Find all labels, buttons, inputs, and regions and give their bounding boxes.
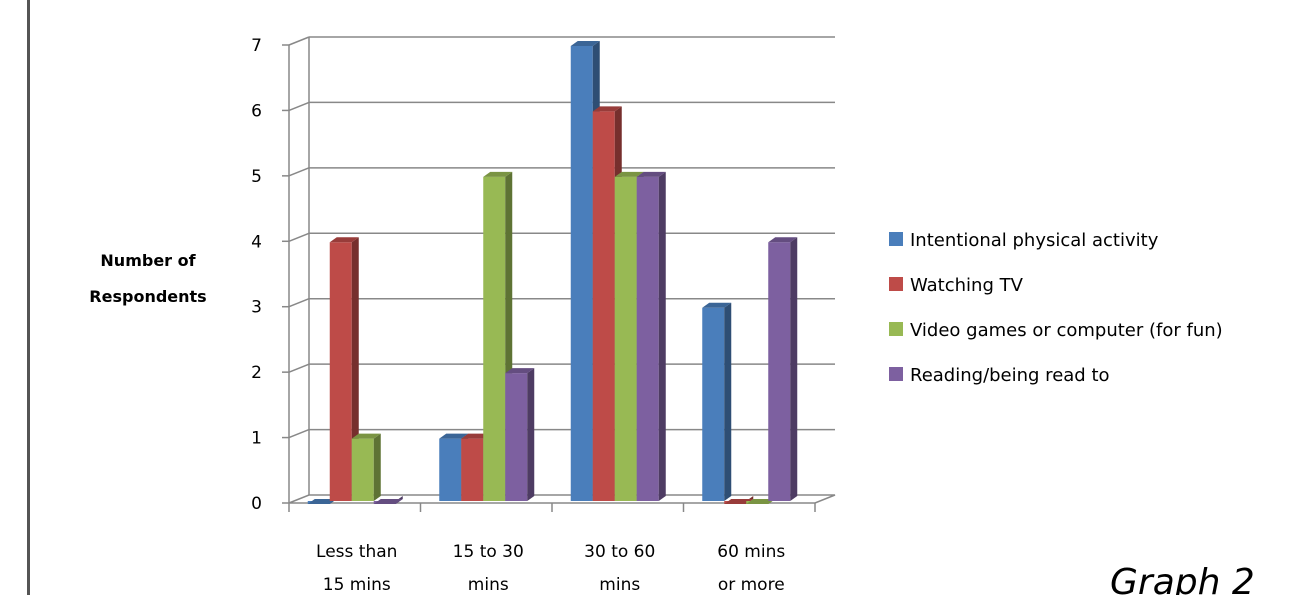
y-axis-label-line-1: Number of — [100, 251, 196, 270]
bar-side — [373, 433, 381, 501]
bar-front — [570, 46, 593, 501]
y-tick-label: 0 — [251, 494, 262, 514]
bar-front — [439, 438, 462, 501]
bar-side — [658, 171, 666, 501]
bar — [746, 496, 776, 504]
left-border — [27, 0, 30, 595]
bar-front — [351, 438, 374, 501]
chart-walls — [288, 37, 836, 504]
y-tick-label: 7 — [251, 36, 262, 56]
bar-top — [373, 499, 403, 504]
bar-top — [724, 499, 754, 504]
bar-top — [461, 433, 491, 439]
bar-top — [439, 433, 469, 439]
bar — [636, 171, 666, 501]
bar-top — [307, 499, 337, 504]
bar-top — [570, 41, 600, 46]
category-label: mins — [468, 575, 509, 595]
bar-front — [702, 307, 725, 501]
category-label: Less than — [316, 542, 397, 562]
legend: Intentional physical activity Watching TV… — [889, 230, 1223, 386]
bar-top — [329, 237, 359, 243]
y-tick-label: 2 — [251, 363, 262, 383]
bar-top — [483, 171, 513, 177]
bars — [307, 41, 798, 504]
bar — [768, 237, 798, 502]
bar-front — [505, 373, 528, 501]
legend-label: Reading/being read to — [910, 365, 1110, 386]
graph-caption: Graph 2 — [1110, 562, 1255, 595]
bar — [702, 302, 732, 501]
bar-top — [768, 237, 798, 243]
bar — [724, 496, 754, 504]
bar — [505, 368, 535, 501]
bar-top — [505, 368, 535, 374]
gridline-side — [288, 298, 310, 308]
bar-top — [702, 302, 732, 308]
bar-front — [614, 176, 637, 501]
y-tick-label: 6 — [251, 101, 262, 121]
bar-side — [790, 237, 798, 502]
category-label: 30 to 60 — [584, 542, 655, 562]
category-label: mins — [599, 575, 640, 595]
category-label: 60 mins — [717, 542, 785, 562]
bar-top — [592, 106, 622, 112]
category-label: 15 to 30 — [453, 542, 524, 562]
bar-side — [724, 302, 732, 501]
bar-front — [768, 242, 791, 502]
gridline-side — [288, 167, 310, 177]
bar-side — [527, 368, 535, 501]
bar-top — [746, 499, 776, 504]
gridline-side — [288, 232, 310, 242]
bar-top — [614, 171, 644, 177]
y-axis-ticks: 0 1 2 3 4 5 6 7 — [251, 36, 289, 514]
legend-swatch — [889, 367, 903, 381]
gridlines — [288, 36, 835, 439]
legend-label: Video games or computer (for fun) — [910, 320, 1223, 341]
gridline-side — [288, 101, 310, 112]
bar-front — [636, 176, 659, 501]
legend-swatch — [889, 232, 903, 246]
category-label: or more — [718, 575, 785, 595]
bar — [373, 496, 403, 504]
bar-front — [329, 242, 352, 502]
x-axis — [288, 503, 816, 512]
legend-swatch — [889, 322, 903, 336]
y-axis-label-line-2: Respondents — [89, 287, 206, 306]
legend-label: Intentional physical activity — [910, 230, 1159, 251]
bar — [351, 433, 381, 501]
bar-top — [351, 433, 381, 439]
category-label: 15 mins — [323, 575, 391, 595]
gridline-side — [288, 36, 310, 46]
y-tick-label: 5 — [251, 167, 262, 187]
bar-front — [461, 438, 484, 501]
legend-label: Watching TV — [910, 275, 1024, 296]
gridline-side — [288, 363, 310, 373]
bar-front — [592, 111, 615, 501]
y-tick-label: 1 — [251, 429, 262, 449]
bar-top — [636, 171, 666, 177]
gridline-side — [288, 428, 310, 439]
y-tick-label: 4 — [251, 232, 262, 252]
y-tick-label: 3 — [251, 298, 262, 318]
category-labels: Less than 15 mins 15 to 30 mins 30 to 60 mins… — [316, 542, 785, 595]
legend-swatch — [889, 277, 903, 291]
bar-front — [483, 176, 506, 501]
chart-floor — [288, 494, 836, 504]
